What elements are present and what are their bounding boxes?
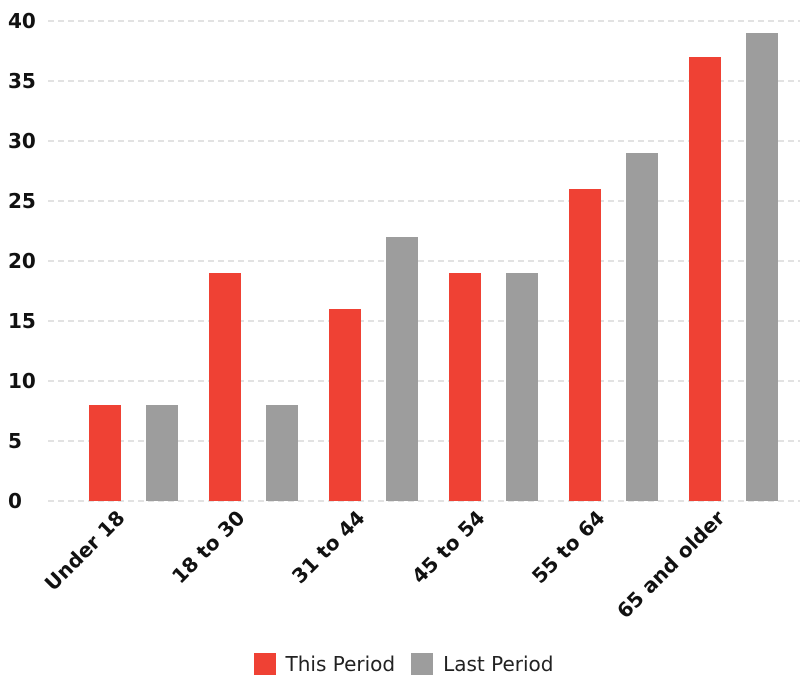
legend: This Period Last Period (0, 652, 807, 676)
y-tick-label: 25 (8, 189, 36, 213)
legend-item-last-period: Last Period (411, 652, 553, 676)
bar-last-period-18-to-30 (266, 405, 298, 501)
bar-this-period-under-18 (89, 405, 121, 501)
x-tick-label: 55 to 64 (527, 506, 610, 589)
x-tick-label: 18 to 30 (167, 506, 250, 589)
y-axis-ticks: 0 5 10 15 20 25 30 35 40 (8, 9, 36, 513)
bar-this-period-31-to-44 (329, 309, 361, 501)
x-tick-label: 45 to 54 (407, 506, 490, 589)
bar-last-period-under-18 (146, 405, 178, 501)
bar-last-period-31-to-44 (386, 237, 418, 501)
y-tick-label: 30 (8, 129, 36, 153)
y-tick-label: 15 (8, 309, 36, 333)
bar-this-period-18-to-30 (209, 273, 241, 501)
y-tick-label: 5 (8, 429, 22, 453)
legend-label-last-period: Last Period (443, 652, 554, 676)
x-tick-label: Under 18 (40, 506, 130, 596)
x-tick-label: 65 and older (612, 505, 730, 623)
legend-label-this-period: This Period (285, 652, 396, 676)
bars (89, 33, 778, 501)
bar-last-period-55-to-64 (626, 153, 658, 501)
bar-this-period-45-to-54 (449, 273, 481, 501)
y-tick-label: 0 (8, 489, 22, 513)
y-tick-label: 40 (8, 9, 36, 33)
bar-this-period-55-to-64 (569, 189, 601, 501)
bar-last-period-45-to-54 (506, 273, 538, 501)
x-tick-label: 31 to 44 (287, 506, 370, 589)
legend-item-this-period: This Period (253, 652, 396, 676)
y-tick-label: 20 (8, 249, 36, 273)
bar-this-period-65-and-older (689, 57, 721, 501)
y-tick-label: 35 (8, 69, 36, 93)
bar-last-period-65-and-older (746, 33, 778, 501)
legend-swatch-last-period (411, 653, 434, 675)
legend-swatch-this-period (253, 653, 276, 675)
x-axis-ticks: Under 18 18 to 30 31 to 44 45 to 54 55 to 64… (40, 505, 730, 623)
y-tick-label: 10 (8, 369, 36, 393)
